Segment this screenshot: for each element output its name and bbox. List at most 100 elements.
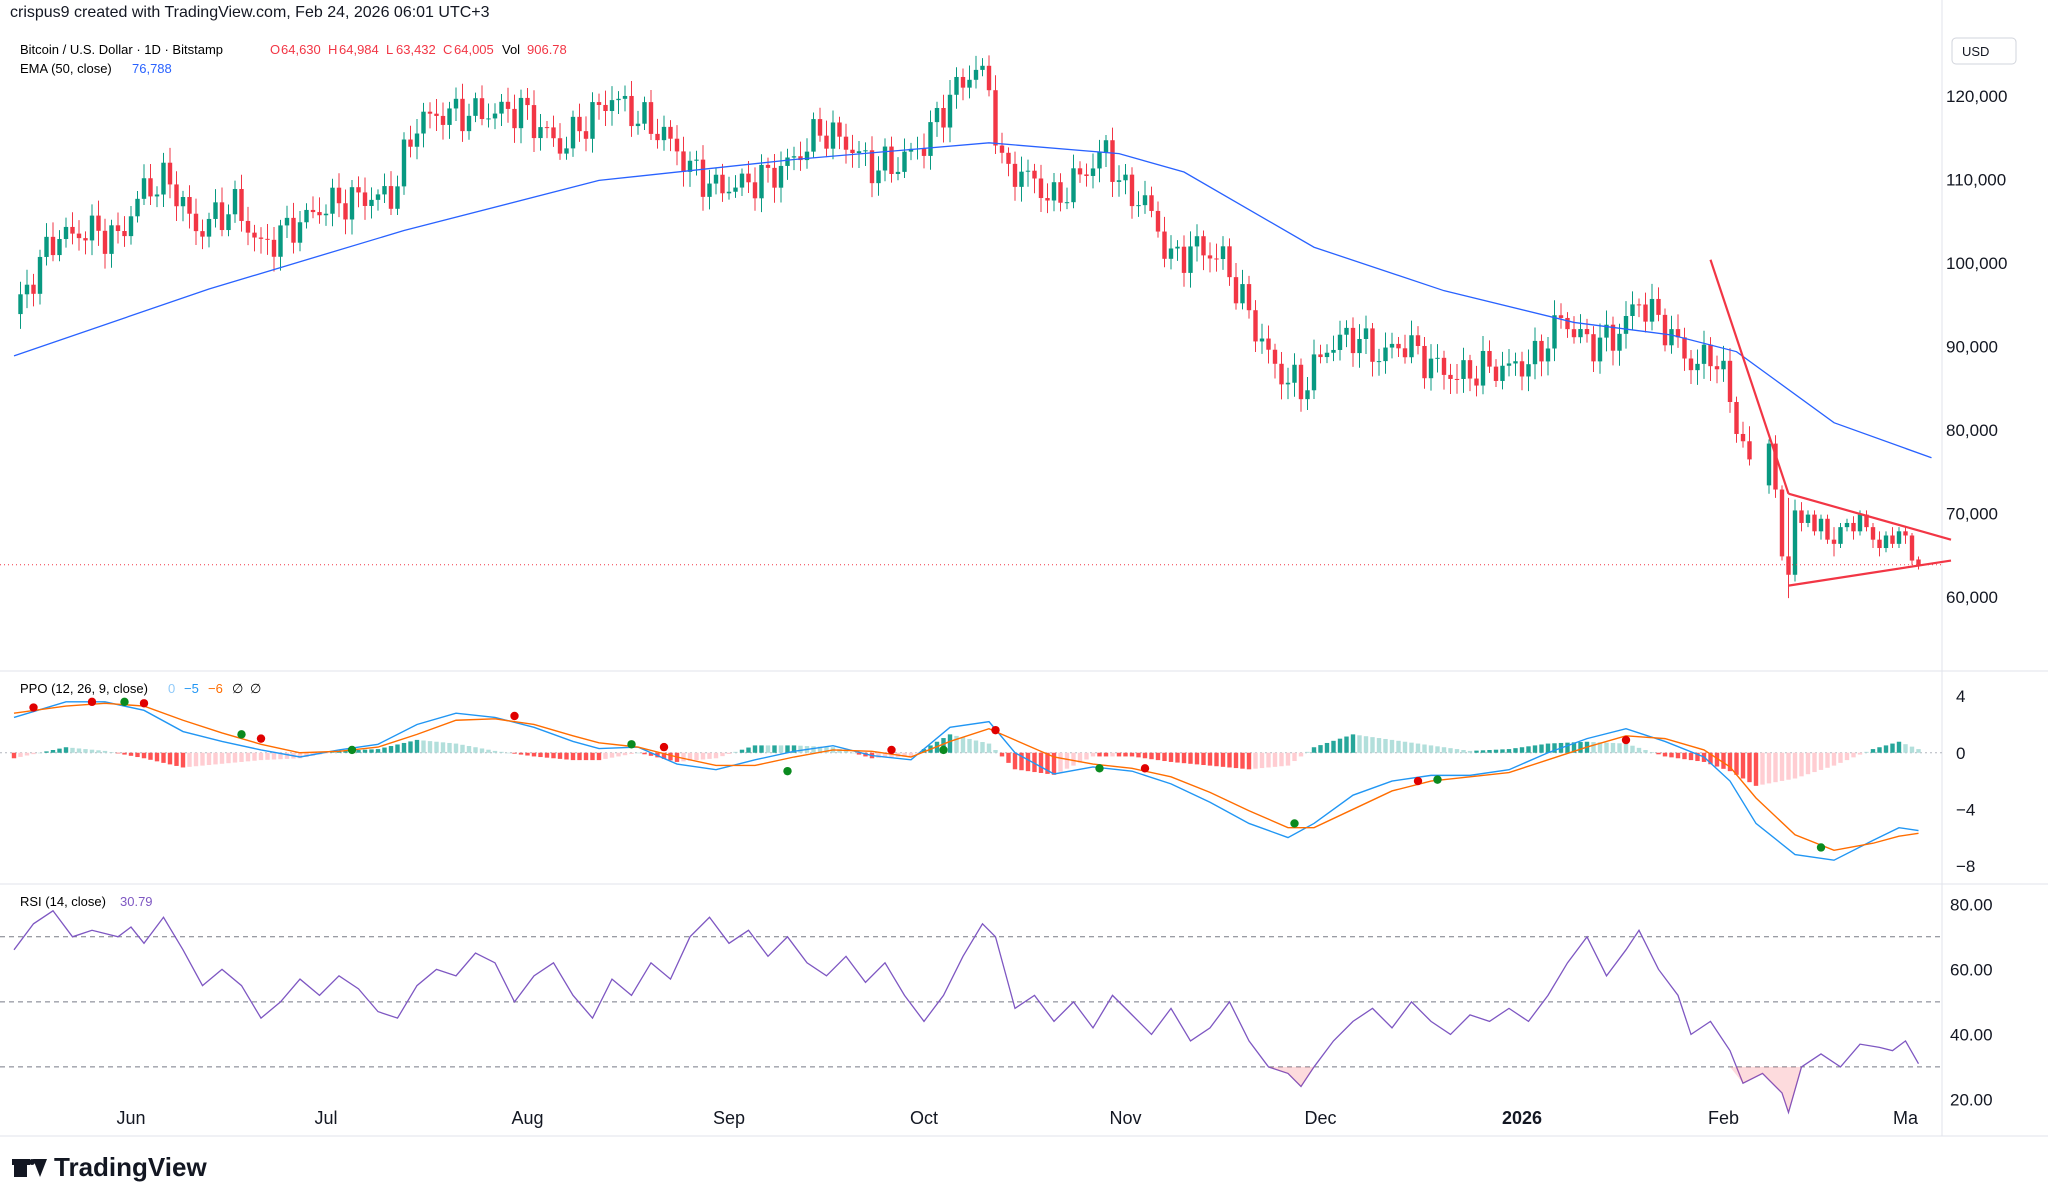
ppo-histogram-bar [1233,752,1239,769]
ppo-histogram-bar [271,752,277,760]
candle-down [1851,522,1856,532]
candle-up [492,113,498,119]
candle-down [174,184,179,207]
ppo-cross-down-dot [991,725,1000,735]
legend-symbol: Bitcoin / U.S. Dollar · 1D · Bitstamp [20,42,223,57]
rsi-pane[interactable]: 80.00 60.00 40.00 20.00 [0,895,1993,1115]
candle-up [466,115,472,132]
ppo-histogram-bar [687,752,693,761]
ppo-histogram-bar [551,752,556,759]
ppo-cross-up-dot [939,745,948,755]
candle-down [258,237,264,239]
ppo-histogram-bar [1090,752,1096,757]
ppo-histogram-bar [1851,752,1856,758]
ppo-histogram-bar [1428,745,1434,753]
candle-up [1480,350,1486,386]
ppo-histogram-bar [1578,742,1583,753]
ppo-histogram-bar [902,752,907,757]
ppo-histogram-bar [193,752,199,767]
ppo-histogram-bar [726,752,732,754]
ppo-histogram-bar [1071,752,1076,766]
candle-down [187,197,192,214]
candle-down [50,236,56,256]
ppo-histogram-bar [817,746,823,753]
ppo-histogram-bar [258,752,264,761]
ppo-histogram-bar [1909,746,1915,753]
ppo-histogram-bar [1870,749,1876,753]
ppo-histogram-bar [1721,752,1726,769]
ppo-histogram-bar [622,752,628,756]
ppo-histogram-bar [954,735,959,753]
ppo-histogram-bar [1051,752,1057,775]
candle-up [518,97,524,129]
price-axis-tick-label: 90,000 [1946,338,1998,357]
candle-up [973,69,979,80]
ppo-histogram-bar [1877,747,1882,753]
candle-down [960,76,966,88]
rsi-axis-tick-label: 80.00 [1950,895,1993,914]
candle-down [1422,345,1427,379]
candle-down [1656,298,1661,315]
ppo-histogram-bar [434,741,439,753]
ppo-histogram-bar [128,752,134,756]
ppo-histogram-bar [1467,750,1473,753]
candle-down [993,90,998,146]
candle-up [278,225,283,257]
ppo-histogram-bar [206,752,212,766]
rsi-oversold-fill [1730,1066,1743,1084]
ppo-histogram-bar [1805,752,1811,775]
candle-up [1896,531,1902,544]
price-pane[interactable]: 60,000 70,000 80,000 90,000 100,000 110,000 12… [0,55,2007,607]
chart-canvas[interactable]: 60,000 70,000 80,000 90,000 100,000 110,000 12… [0,0,2048,1150]
ppo-histogram-bar [1019,752,1024,771]
ppo-cross-up-dot [347,745,357,755]
candle-down [1584,329,1590,335]
candle-up [590,102,595,139]
time-axis[interactable]: Jun Jul Aug Sep Oct Nov Dec 2026 Feb Ma [116,1108,1919,1128]
ppo-histogram-bar [440,742,446,753]
ppo-signal-line [13,702,1919,852]
currency-button[interactable] [1951,37,2017,65]
candle-up [1168,248,1174,259]
ppo-histogram-bar [1012,752,1018,770]
candle-down [1402,348,1408,358]
candle-up [1194,236,1200,247]
candle-down [200,231,205,237]
ppo-histogram-bar [1084,752,1089,760]
price-axis-tick-label: 100,000 [1946,254,2007,273]
ppo-histogram-bar [1662,752,1668,757]
candle-down [596,102,602,105]
ppo-histogram-bar [479,748,485,753]
legend-high-label: H [328,42,337,57]
candle-down [1662,314,1668,346]
time-axis-label: Ma [1893,1108,1919,1128]
candle-up [1506,363,1512,366]
ppo-histogram-bar [1487,750,1492,753]
ppo-histogram-bar [1792,752,1798,779]
candle-up [804,151,810,161]
ppo-histogram-bar [24,752,30,756]
ppo-histogram-bar [629,752,634,754]
ppo-pane[interactable]: 4 0 −4 −8 [0,687,1975,876]
ppo-histogram-bar [1695,752,1700,762]
candle-down [408,139,413,147]
candle-down [310,209,316,213]
pennant-pole-line [1709,259,1790,495]
ppo-histogram-bar [1162,752,1167,762]
candle-down [921,148,927,156]
ppo-histogram-bar [837,749,842,753]
candle-down [1812,514,1817,532]
candle-down [219,202,225,231]
candle-up [24,284,30,295]
time-axis-label: Dec [1304,1108,1336,1128]
ppo-histogram-bar [772,745,777,753]
candle-down [551,127,556,139]
candle-up [1818,518,1824,532]
ppo-cross-up-dot [1095,764,1104,773]
ppo-histogram-bar [720,752,725,757]
ppo-histogram-bar [1168,752,1174,762]
ppo-histogram-bar [375,749,381,753]
ppo-histogram-bar [1649,752,1655,753]
ppo-histogram-bar [1227,752,1232,768]
ppo-histogram-bar [180,752,186,768]
